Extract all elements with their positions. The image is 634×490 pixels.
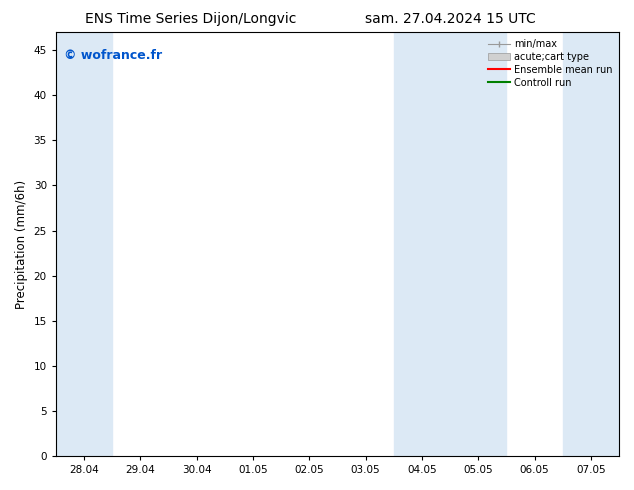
- Text: sam. 27.04.2024 15 UTC: sam. 27.04.2024 15 UTC: [365, 12, 536, 26]
- Text: © wofrance.fr: © wofrance.fr: [64, 49, 162, 62]
- Y-axis label: Precipitation (mm/6h): Precipitation (mm/6h): [15, 179, 28, 309]
- Text: ENS Time Series Dijon/Longvic: ENS Time Series Dijon/Longvic: [84, 12, 296, 26]
- Bar: [56, 32, 112, 456]
- Bar: [563, 32, 619, 456]
- Bar: [394, 32, 507, 456]
- Legend: min/max, acute;cart type, Ensemble mean run, Controll run: min/max, acute;cart type, Ensemble mean …: [486, 37, 614, 90]
